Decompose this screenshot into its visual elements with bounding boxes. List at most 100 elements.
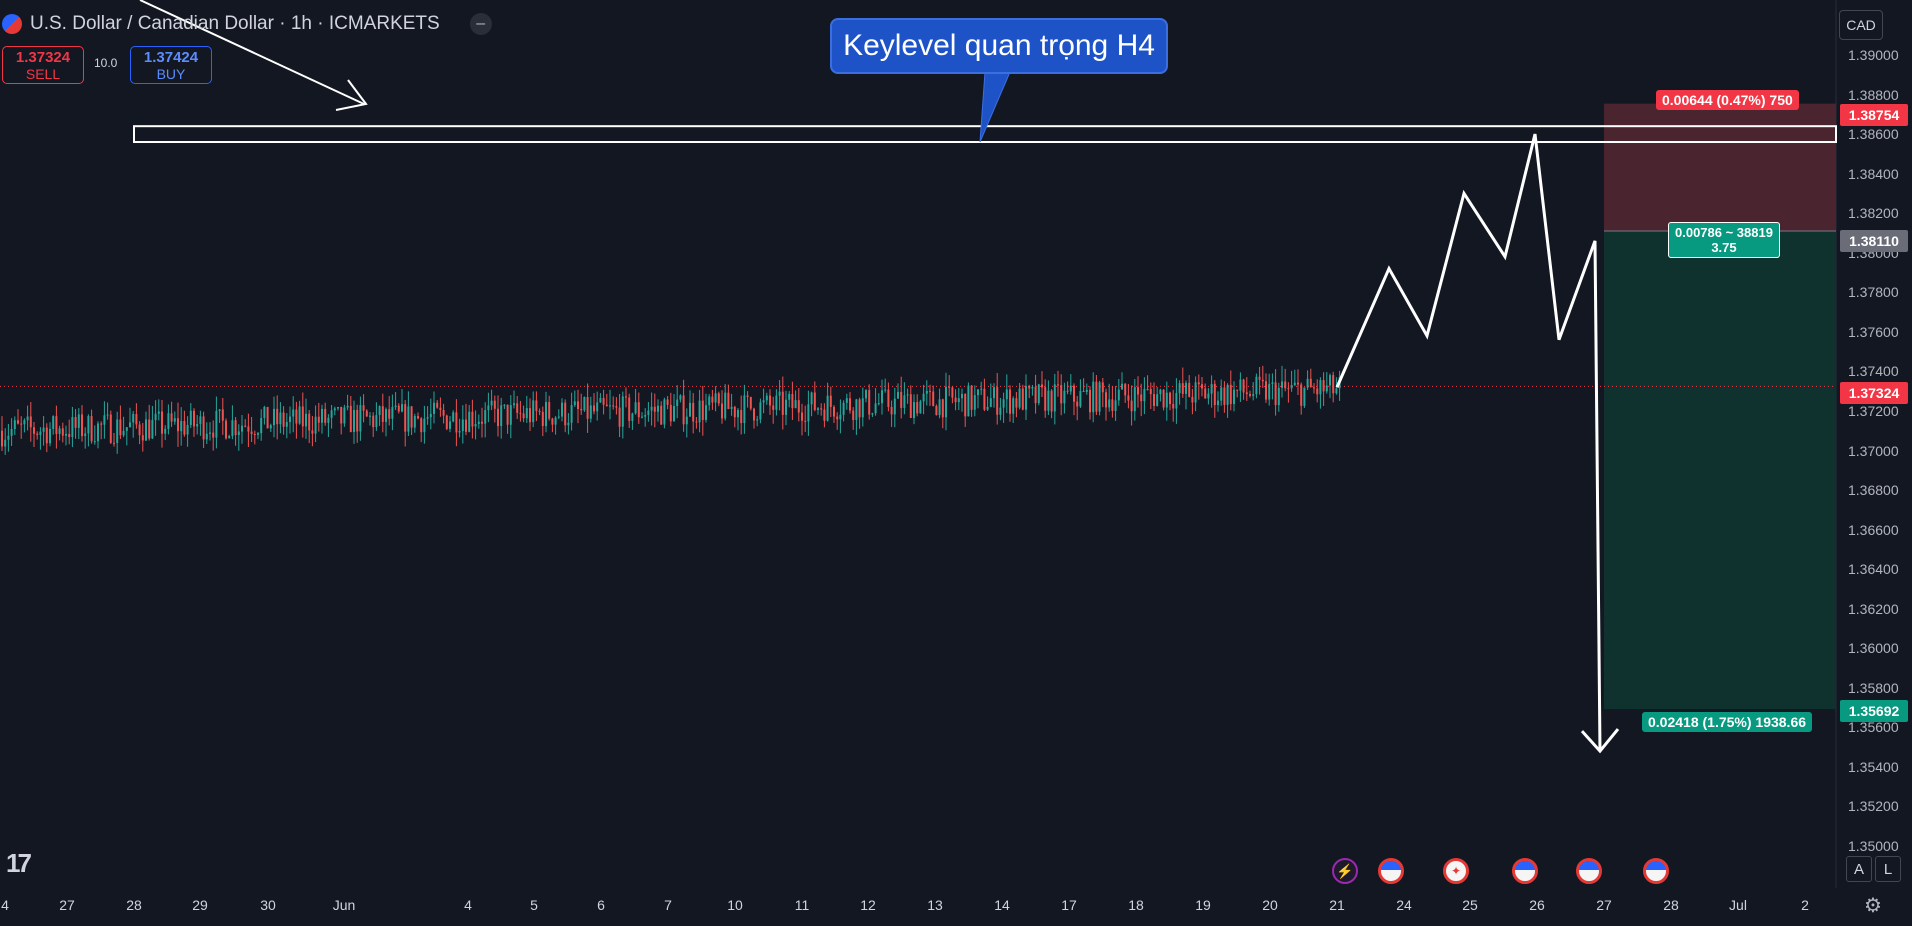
price-tick-label: 1.37200 [1848, 402, 1899, 419]
candle-body [157, 411, 160, 414]
candle-body [1034, 387, 1037, 404]
us-flag-icon[interactable] [1512, 858, 1538, 884]
candle-body [1143, 388, 1146, 402]
candle-body [97, 423, 99, 442]
candle-body [330, 410, 333, 418]
candle-body [170, 413, 173, 422]
symbol-title[interactable]: U.S. Dollar / Canadian Dollar · 1h · ICM… [30, 13, 440, 34]
candle-body [801, 412, 803, 421]
time-tick-label: 17 [1061, 897, 1077, 913]
candle-body [1095, 381, 1098, 412]
time-axis[interactable]: 4 27 28 29 30 Jun 4 5 6 7 10 11 12 13 14 17 18 19 20 21 24 25… [0, 888, 1838, 926]
candle-body [1220, 387, 1223, 401]
candle-body [852, 410, 855, 421]
canada-flag-icon[interactable]: ✦ [1443, 858, 1469, 884]
candle-body [919, 401, 922, 414]
gear-icon[interactable]: ⚙ [1864, 895, 1882, 917]
price-tick-label: 1.36200 [1848, 600, 1899, 617]
candle-body [1146, 388, 1149, 390]
candle-body [602, 397, 605, 405]
time-tick-label: 28 [126, 897, 142, 913]
candle-body [333, 408, 336, 411]
candle-body [516, 403, 519, 413]
keylevel-callout[interactable]: Keylevel quan trọng H4 [830, 18, 1168, 74]
candle-body [26, 416, 29, 421]
candle-body [378, 406, 381, 416]
us-flag-icon[interactable] [1576, 858, 1602, 884]
candle-body [1156, 394, 1159, 406]
price-tick-label: 1.39000 [1848, 47, 1899, 63]
candle-body [727, 392, 730, 409]
candle-body [381, 406, 384, 422]
candle-body [308, 413, 311, 431]
candle-body [820, 408, 823, 410]
candle-body [1015, 398, 1018, 408]
take-profit-zone [1604, 230, 1836, 710]
candle-body [39, 431, 42, 435]
buy-button[interactable]: 1.37424 BUY [130, 46, 212, 84]
candle-body [1098, 382, 1101, 412]
minus-icon[interactable]: – [469, 13, 492, 35]
candle-body [897, 391, 899, 399]
candle-body [122, 430, 125, 436]
candle-body [1085, 389, 1088, 392]
candle-body [548, 402, 551, 419]
candle-body [7, 435, 10, 440]
entry-info-line1: 0.00786 ~ 38819 [1675, 225, 1773, 240]
candle-body [807, 404, 810, 422]
time-tick-label: 24 [1396, 897, 1412, 913]
candle-body [205, 433, 208, 440]
candle-body [1057, 384, 1059, 386]
flash-icon[interactable]: ⚡ [1332, 858, 1358, 884]
candle-body [234, 420, 237, 436]
candle-body [839, 414, 842, 420]
candle-body [724, 392, 727, 419]
buy-label: BUY [156, 66, 186, 82]
candle-body [893, 398, 896, 415]
auto-scale-button[interactable]: A [1846, 856, 1872, 882]
candle-body [1140, 394, 1143, 402]
candle-body [343, 407, 346, 424]
us-flag-icon[interactable] [1643, 858, 1669, 884]
candle-body [775, 395, 778, 410]
candle-body [983, 388, 986, 410]
candle-body [631, 413, 634, 421]
candle-body [682, 395, 685, 425]
candle-body [612, 405, 615, 407]
candle-body [167, 413, 170, 429]
tradingview-logo-icon[interactable]: 17 [6, 848, 32, 878]
log-scale-button[interactable]: L [1875, 856, 1901, 882]
candle-body [1265, 381, 1267, 400]
candle-body [900, 391, 903, 408]
price-tick-label: 1.38200 [1848, 205, 1899, 222]
time-tick-label: 2 [1801, 897, 1809, 913]
candle-body [1188, 382, 1191, 397]
candle-body [685, 416, 688, 425]
candle-body [429, 413, 432, 418]
candle-body [759, 402, 762, 420]
candle-body [833, 406, 835, 417]
candle-body [327, 417, 330, 423]
candle-body [701, 400, 704, 420]
candle-body [865, 390, 867, 399]
candle-body [874, 403, 877, 414]
us-flag-icon[interactable] [1378, 858, 1404, 884]
candle-body [1124, 383, 1127, 396]
candle-body [465, 419, 467, 432]
currency-button[interactable]: CAD [1839, 10, 1883, 40]
candle-body [10, 429, 13, 436]
candle-body [861, 398, 864, 418]
candle-body [769, 395, 771, 406]
time-tick-label: Jun [332, 897, 356, 913]
sell-button[interactable]: 1.37324 SELL [2, 46, 84, 84]
candle-body [916, 402, 919, 414]
candle-body [1293, 382, 1296, 386]
candle-body [1050, 390, 1053, 412]
candle-body [628, 397, 631, 421]
candle-body [314, 416, 317, 434]
candle-body [349, 405, 352, 433]
candle-body [413, 416, 416, 428]
candle-body [1002, 399, 1005, 408]
candle-body [634, 402, 637, 414]
